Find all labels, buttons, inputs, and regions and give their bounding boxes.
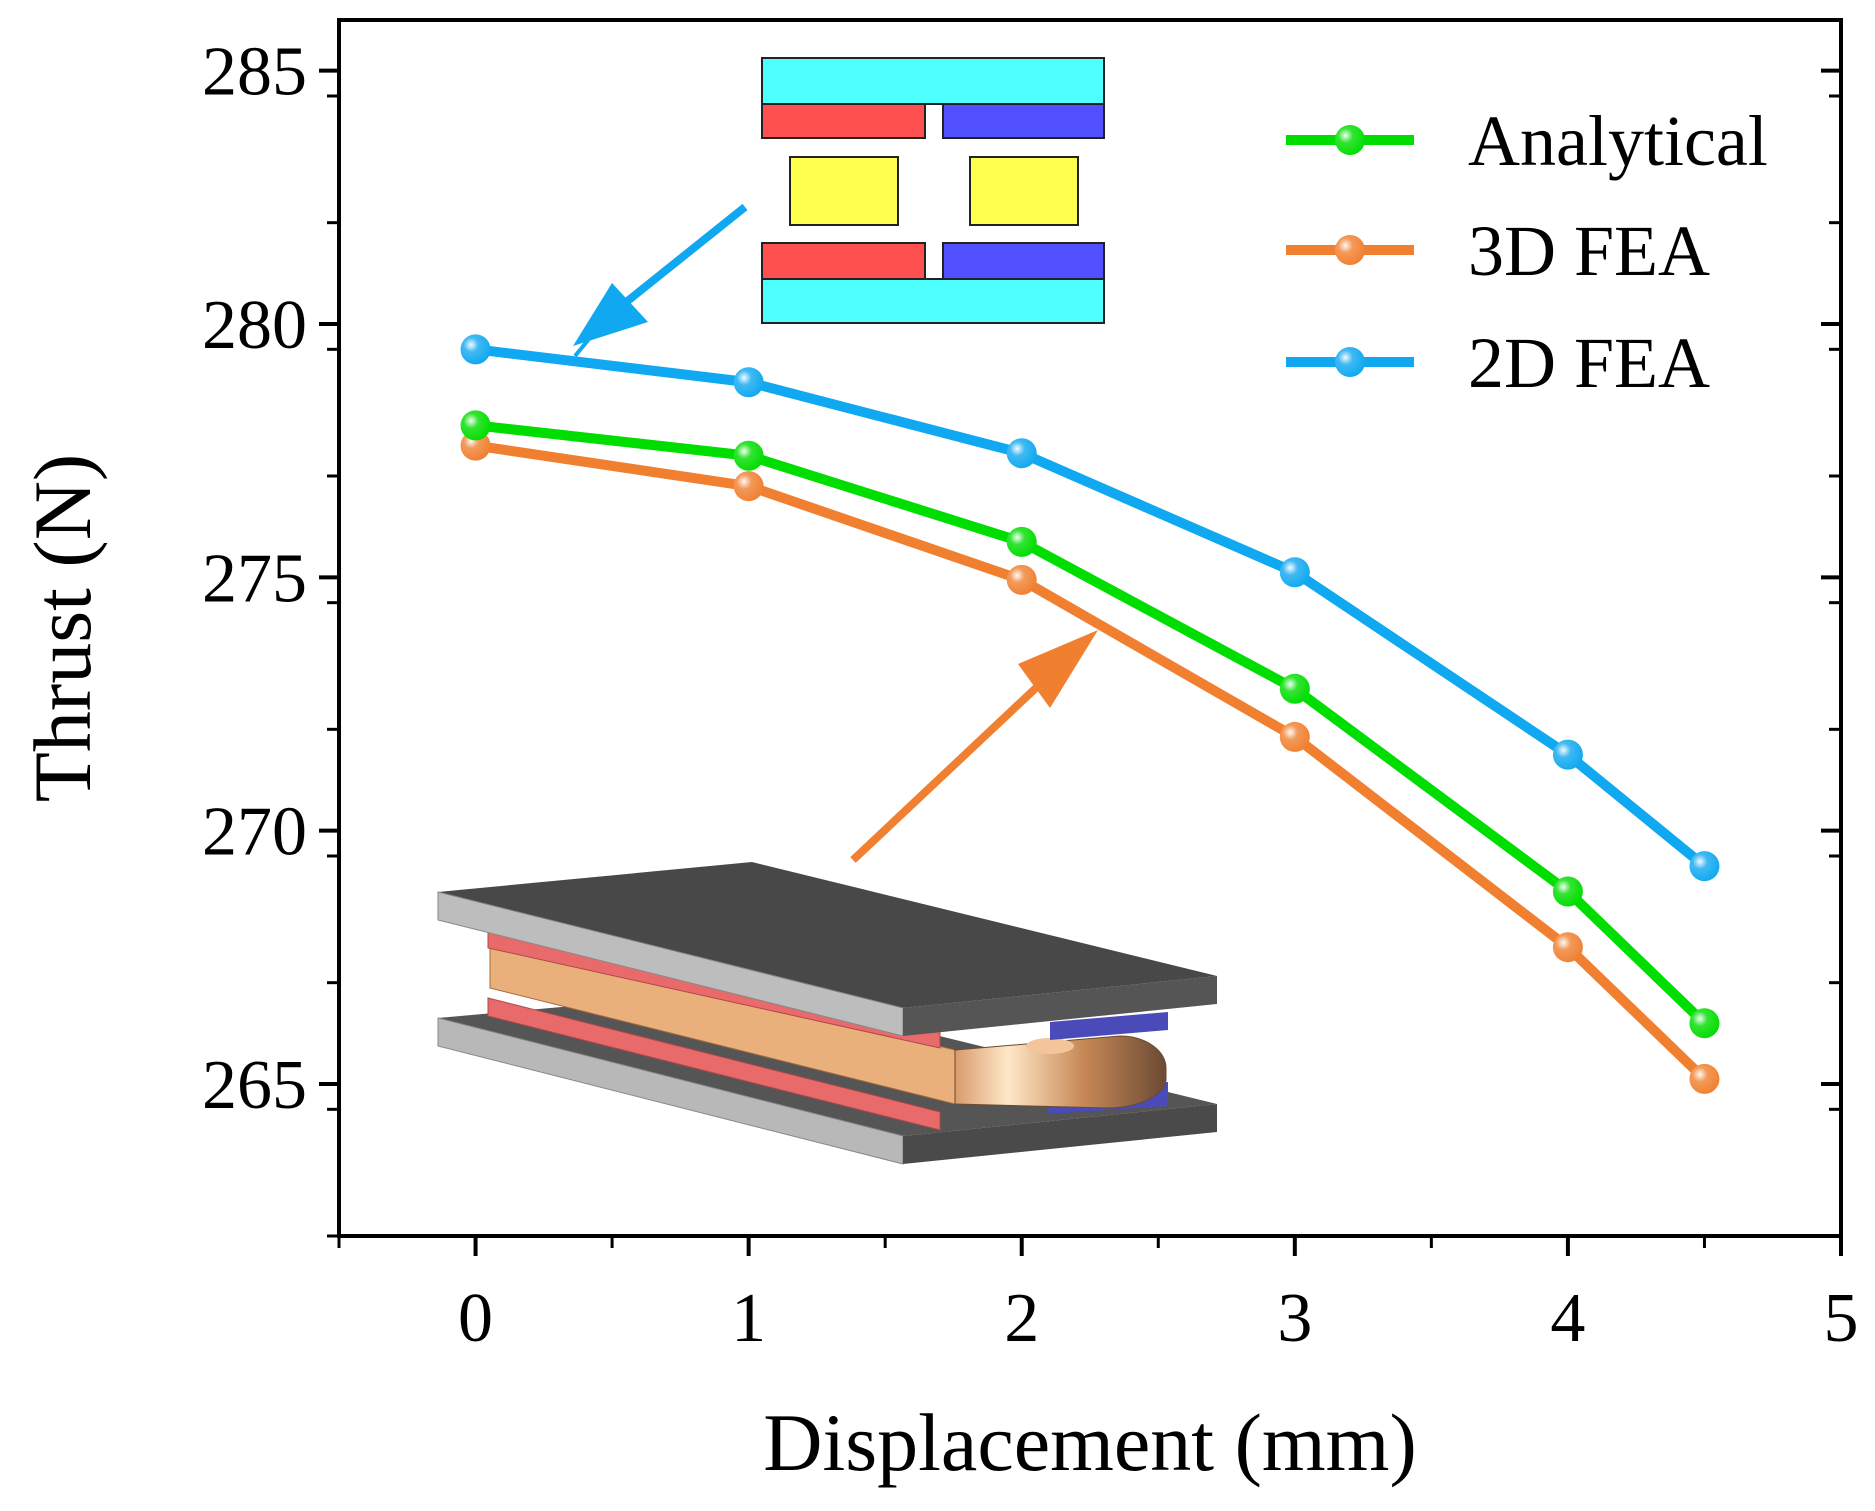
cross-section-inset (761, 57, 1105, 324)
plot-frame (337, 18, 1843, 1238)
arrow-3d-fea (850, 630, 1098, 863)
series-line (474, 344, 1708, 871)
bottom-magnet-blue (942, 242, 1105, 280)
x-axis: 0 1 2 3 4 5 (337, 1236, 1859, 1357)
series-2d-fea (460, 334, 1720, 882)
data-point-highlight (1689, 1008, 1720, 1039)
x-axis-title: Displacement (mm) (763, 1397, 1417, 1488)
legend-label: 3D FEA (1468, 211, 1710, 291)
data-point-highlight (1689, 851, 1720, 882)
top-plate-side (903, 976, 1217, 1036)
data-point-highlight (733, 440, 764, 471)
x-tick-label: 0 (458, 1280, 493, 1357)
legend-label: 2D FEA (1468, 323, 1710, 403)
data-point-highlight (1552, 932, 1583, 963)
legend-item: 2D FEA (1286, 323, 1710, 403)
y-axis: 265 270 275 280 285 (202, 34, 1841, 1238)
x-tick-label: 5 (1824, 1280, 1859, 1357)
legend: Analytical 3D FEA 2D FEA (1286, 101, 1768, 403)
legend-item: 3D FEA (1286, 211, 1710, 291)
series-line (474, 420, 1708, 1027)
data-point-highlight (1689, 1063, 1720, 1094)
top-yoke (761, 57, 1105, 105)
coil-hole (1026, 1038, 1074, 1054)
data-point-highlight (733, 367, 764, 398)
y-tick-label: 275 (202, 540, 307, 617)
top-plate-top (438, 862, 1217, 1008)
data-point-highlight (733, 471, 764, 502)
legend-swatch-highlight (1335, 347, 1365, 377)
data-point-highlight (1279, 721, 1310, 752)
y-axis-title: Thrust (N) (17, 454, 108, 802)
x-tick-label: 2 (1004, 1280, 1039, 1357)
data-point-highlight (1006, 564, 1037, 595)
y-tick-label: 285 (202, 34, 307, 111)
coil-right (969, 156, 1079, 226)
coil-left (789, 156, 899, 226)
top-magnet-blue-3d (1050, 1012, 1168, 1040)
x-tick-label: 4 (1550, 1280, 1585, 1357)
data-point-highlight (1552, 739, 1583, 770)
x-tick-label: 1 (731, 1280, 766, 1357)
data-point-highlight (1552, 876, 1583, 907)
legend-item: Analytical (1286, 101, 1768, 181)
legend-swatch-highlight (1335, 235, 1365, 265)
data-point-highlight (460, 334, 491, 365)
y-tick-label: 270 (202, 794, 307, 871)
y-tick-label: 280 (202, 287, 307, 364)
legend-swatch-highlight (1335, 125, 1365, 155)
data-point-highlight (460, 410, 491, 441)
series-layer (460, 334, 1720, 1094)
data-point-highlight (1006, 526, 1037, 557)
data-point-highlight (1006, 438, 1037, 469)
series-line (474, 440, 1708, 1083)
top-magnet-blue (942, 103, 1105, 139)
top-magnet-red (761, 103, 926, 139)
bottom-magnet-3d (487, 997, 941, 1131)
3d-model-inset (437, 862, 1217, 1165)
y-tick-label: 265 (202, 1047, 307, 1124)
bottom-plate-side (903, 1104, 1217, 1164)
bottom-magnet-red (761, 242, 926, 280)
data-point-highlight (1279, 557, 1310, 588)
bottom-yoke (761, 278, 1105, 324)
arrow-2d-fea (573, 203, 748, 358)
series-analytical (460, 410, 1720, 1039)
x-tick-label: 3 (1277, 1280, 1312, 1357)
legend-label: Analytical (1468, 101, 1768, 181)
data-point-highlight (1279, 673, 1310, 704)
coil-end (954, 1035, 1167, 1109)
